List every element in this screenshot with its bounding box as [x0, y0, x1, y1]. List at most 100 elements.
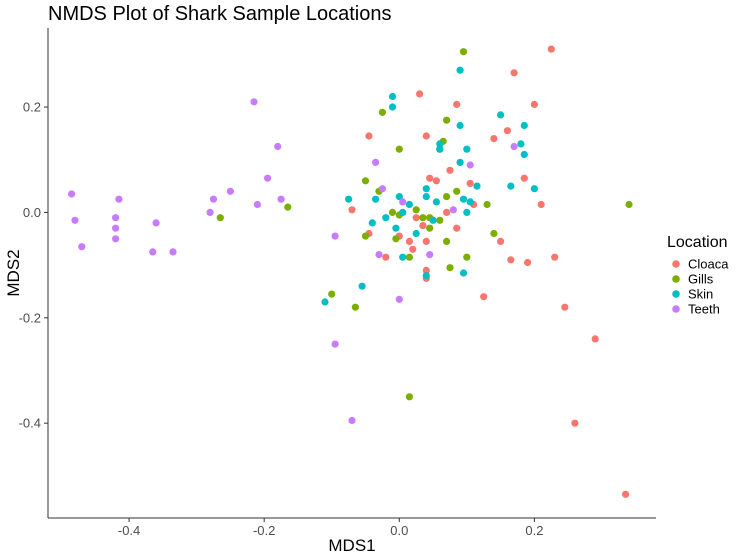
point-gills	[388, 208, 397, 216]
point-skin	[459, 269, 468, 277]
point-cloaca	[551, 253, 559, 261]
point-teeth	[71, 216, 79, 224]
point-teeth	[449, 206, 457, 214]
chart-title: NMDS Plot of Shark Sample Locations	[48, 3, 392, 25]
point-teeth	[78, 243, 86, 251]
points-layer	[68, 45, 633, 498]
point-skin	[392, 224, 400, 232]
x-tick-label: 0.0	[390, 523, 408, 538]
legend-label-gills: Gills	[688, 272, 714, 287]
point-cloaca	[422, 132, 430, 140]
x-tick-label: -0.2	[253, 523, 275, 538]
point-cloaca	[466, 179, 474, 187]
point-cloaca	[497, 237, 505, 245]
point-gills	[625, 200, 633, 209]
point-skin	[507, 182, 515, 190]
point-cloaca	[524, 258, 532, 267]
point-skin	[399, 208, 407, 216]
point-teeth	[169, 248, 177, 256]
point-skin	[412, 229, 420, 238]
point-skin	[388, 103, 397, 111]
point-skin	[517, 140, 525, 148]
point-gills	[361, 232, 370, 240]
legend-title: Location	[667, 234, 728, 251]
point-skin	[388, 92, 397, 101]
y-tick-label: -0.2	[19, 310, 41, 325]
point-cloaca	[507, 256, 515, 264]
point-gills	[412, 206, 420, 214]
point-teeth	[112, 214, 120, 222]
point-gills	[392, 235, 400, 243]
x-tick-label: -0.4	[118, 523, 140, 538]
point-cloaca	[503, 127, 511, 135]
point-skin	[358, 282, 366, 290]
point-skin	[459, 195, 468, 203]
point-cloaca	[561, 303, 569, 311]
point-gills	[328, 290, 336, 298]
x-axis-ticks: -0.4 -0.2 0.0 0.2	[118, 518, 543, 538]
point-cloaca	[530, 100, 539, 108]
legend-key-skin	[672, 290, 680, 298]
point-skin	[405, 200, 413, 209]
series-gills	[216, 48, 633, 401]
point-cloaca	[480, 293, 488, 301]
point-cloaca	[432, 177, 440, 185]
point-skin	[372, 195, 380, 203]
point-teeth	[250, 98, 258, 106]
point-teeth	[466, 161, 474, 169]
point-skin	[368, 219, 376, 227]
x-axis-title: MDS1	[328, 536, 375, 555]
legend-label-cloaca: Cloaca	[688, 257, 729, 272]
point-teeth	[115, 195, 123, 203]
point-gills	[216, 214, 224, 222]
point-gills	[426, 224, 434, 232]
legend-key-cloaca	[672, 260, 680, 268]
legend-label-skin: Skin	[688, 287, 713, 302]
series-skin	[321, 66, 539, 306]
point-teeth	[378, 185, 386, 193]
point-teeth	[395, 295, 403, 303]
point-skin	[436, 140, 444, 148]
point-cloaca	[571, 419, 579, 427]
point-skin	[520, 121, 528, 130]
point-cloaca	[520, 174, 528, 182]
point-teeth	[277, 195, 285, 203]
point-gills	[490, 229, 498, 238]
point-teeth	[68, 190, 76, 198]
point-skin	[530, 185, 539, 193]
legend-key-gills	[672, 275, 680, 283]
point-gills	[453, 187, 461, 195]
legend-label-teeth: Teeth	[688, 302, 720, 317]
point-gills	[378, 108, 386, 116]
point-teeth	[152, 219, 160, 227]
point-teeth	[112, 224, 120, 232]
point-gills	[395, 145, 403, 153]
y-axis-title: MDS2	[4, 249, 23, 296]
point-cloaca	[409, 245, 417, 253]
point-skin	[456, 158, 464, 166]
point-skin	[395, 193, 403, 201]
point-gills	[446, 264, 454, 272]
series-teeth	[68, 98, 518, 425]
point-teeth	[149, 248, 157, 256]
point-skin	[422, 185, 430, 193]
point-cloaca	[510, 69, 518, 77]
series-cloaca	[348, 45, 630, 498]
point-skin	[466, 198, 474, 206]
point-cloaca	[446, 166, 454, 174]
point-skin	[345, 195, 353, 203]
point-gills	[419, 214, 427, 222]
point-gills	[436, 216, 444, 224]
point-cloaca	[537, 200, 545, 209]
point-cloaca	[591, 335, 599, 343]
y-tick-label: 0.2	[23, 100, 41, 115]
point-teeth	[372, 158, 380, 166]
point-cloaca	[422, 237, 430, 245]
point-cloaca	[453, 100, 461, 108]
point-teeth	[375, 251, 383, 259]
point-cloaca	[490, 135, 498, 143]
point-cloaca	[405, 237, 413, 245]
point-teeth	[264, 174, 272, 182]
